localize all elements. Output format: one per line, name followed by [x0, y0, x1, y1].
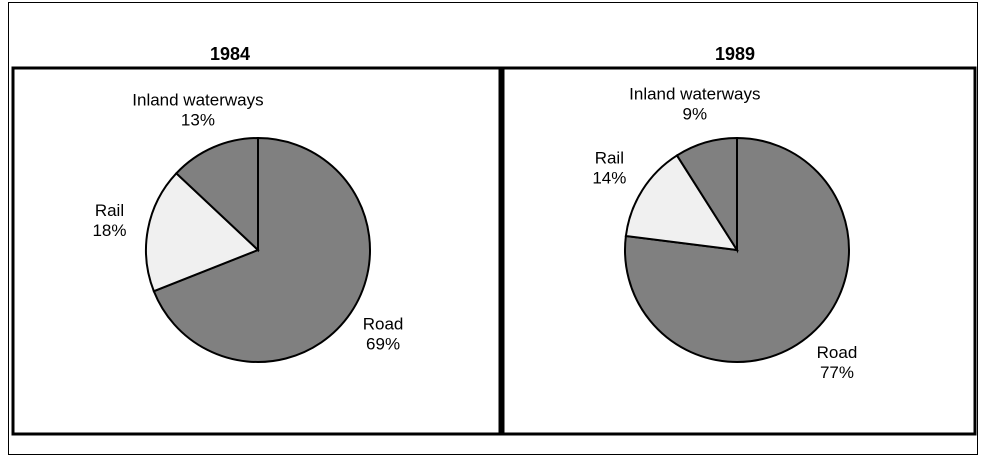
pie-slice: [624, 154, 739, 252]
slice-label: Inland waterways: [132, 91, 263, 110]
chart-title: 1984: [210, 44, 250, 64]
slice-label: Inland waterways: [629, 84, 760, 103]
value-label: 13%: [181, 111, 215, 130]
slice-label: Rail: [595, 148, 624, 167]
pie-slice: [145, 171, 260, 293]
pie-slice: [675, 136, 738, 254]
value-label: 69%: [366, 334, 400, 353]
panel-border: [501, 66, 977, 436]
value-label: 14%: [592, 168, 626, 187]
value-label: 77%: [820, 363, 854, 382]
pie-slice: [174, 136, 259, 253]
panel-border: [11, 66, 502, 436]
outer-border: [8, 2, 978, 455]
slice-label: Road: [817, 343, 858, 362]
pie-slice: [152, 136, 371, 363]
slice-label: Rail: [95, 201, 124, 220]
slice-label: Road: [363, 314, 404, 333]
value-label: 9%: [683, 104, 708, 123]
chart-title: 1989: [715, 44, 755, 64]
value-label: 18%: [92, 221, 126, 240]
